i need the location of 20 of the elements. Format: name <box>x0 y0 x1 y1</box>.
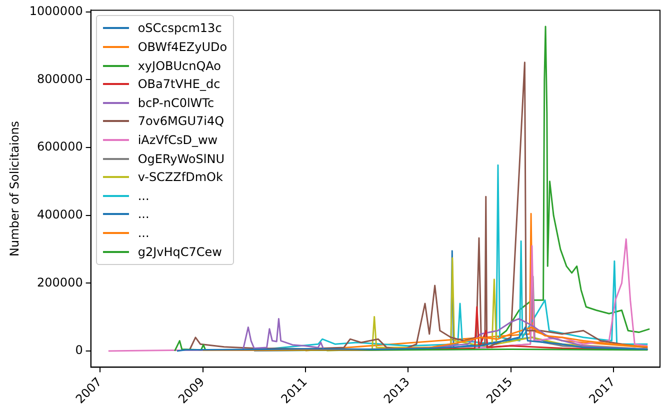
y-tick-label: 1000000 <box>29 4 83 18</box>
legend-label: iAzVfCsD_ww <box>138 133 218 148</box>
legend-label: ... <box>138 207 150 222</box>
legend-label: xyJOBUcnQAo <box>138 58 222 73</box>
legend-label: oSCcspcm13c <box>138 21 222 36</box>
legend-label: ... <box>138 188 150 203</box>
y-tick-label: 200000 <box>37 275 83 290</box>
y-axis-title: Number of Solicitaions <box>7 120 22 256</box>
legend-label: v-SCZZfDmOk <box>138 170 223 184</box>
legend-label: ... <box>138 226 150 240</box>
legend-label: g2JvHqC7Cew <box>138 244 222 259</box>
y-tick-label: 400000 <box>37 207 83 222</box>
y-tick-label: 600000 <box>37 140 83 154</box>
legend-label: OBa7tVHE_dc <box>138 77 220 92</box>
y-tick-label: 0 <box>75 343 83 358</box>
legend-label: OBWf4EZyUDo <box>138 40 228 54</box>
legend-label: 7ov6MGU7i4Q <box>138 114 224 128</box>
legend-label: bcP-nC0lWTc <box>138 96 214 110</box>
y-tick-label: 800000 <box>37 72 83 86</box>
legend-label: OgERyWoSlNU <box>138 152 224 166</box>
